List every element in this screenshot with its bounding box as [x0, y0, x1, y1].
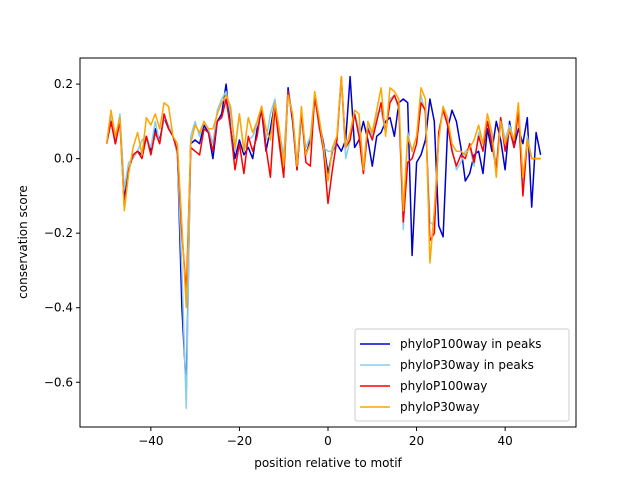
y-tick-label: −0.2	[44, 226, 73, 240]
legend: phyloP100way in peaks phyloP30way in peak…	[354, 328, 570, 422]
y-tick-label: 0.0	[54, 152, 73, 166]
y-axis-label: conservation score	[16, 185, 30, 299]
x-axis-label: position relative to motif	[254, 456, 402, 470]
legend-label-2: phyloP100way	[400, 379, 487, 393]
legend-label-3: phyloP30way	[400, 400, 480, 414]
legend-label-0: phyloP100way in peaks	[400, 337, 542, 351]
legend-box	[354, 328, 570, 422]
legend-label-1: phyloP30way in peaks	[400, 358, 534, 372]
y-tick-label: −0.4	[44, 301, 73, 315]
series-layer	[105, 75, 542, 410]
y-tick-label: 0.2	[54, 77, 73, 91]
x-tick-label: 0	[324, 434, 332, 448]
x-tick-label: −20	[227, 434, 252, 448]
y-axis: −0.6 −0.4 −0.2 0.0 0.2	[44, 77, 80, 389]
x-tick-label: 40	[498, 434, 513, 448]
series-line-3	[105, 75, 541, 309]
y-tick-label: −0.6	[44, 375, 73, 389]
x-tick-label: 20	[409, 434, 424, 448]
x-tick-label: −40	[138, 434, 163, 448]
x-axis: −40 −20 0 20 40	[138, 427, 513, 448]
